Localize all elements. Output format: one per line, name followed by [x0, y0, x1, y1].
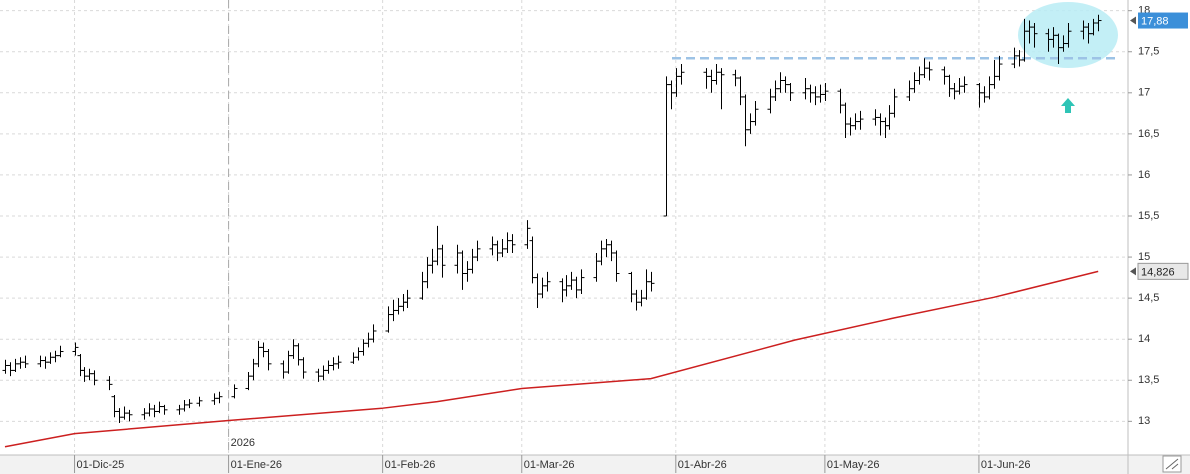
plot — [2, 14, 1118, 448]
x-tick-label: 01-Feb-26 — [385, 459, 436, 471]
y-tick-label: 14,5 — [1138, 292, 1159, 304]
x-tick-label: 01-Dic-25 — [77, 459, 125, 471]
moving-average-line — [4, 270, 1099, 448]
x-axis-band — [0, 455, 1190, 474]
x-tick-label: 01-Jun-26 — [981, 459, 1031, 471]
x-tick-label: 01-Mar-26 — [524, 459, 575, 471]
y-tick-label: 13 — [1138, 415, 1150, 427]
price-tag-pointer — [1130, 16, 1136, 25]
y-tick-label: 15 — [1138, 251, 1150, 263]
price-tag-label: 14,826 — [1141, 266, 1175, 278]
y-tick-label: 16 — [1138, 169, 1150, 181]
y-tick-label: 17 — [1138, 87, 1150, 99]
y-tick-label: 17,5 — [1138, 46, 1159, 58]
x-tick-label: 01-Ene-26 — [231, 459, 282, 471]
price-tag — [1138, 12, 1188, 29]
y-tick-label: 13,5 — [1138, 374, 1159, 386]
grid — [0, 0, 1128, 455]
price-tag-pointer — [1130, 267, 1136, 276]
y-tick-label: 16,5 — [1138, 128, 1159, 140]
y-tick-label: 14 — [1138, 333, 1150, 345]
year-label: 2026 — [231, 437, 255, 449]
up-arrow — [1061, 98, 1075, 113]
x-tick-label: 01-May-26 — [827, 459, 880, 471]
x-tick-label: 01-Abr-26 — [678, 459, 727, 471]
y-tick-label: 15,5 — [1138, 210, 1159, 222]
corner-icon — [1165, 458, 1179, 470]
axes: 1313,51414,51515,51616,51717,51801-Dic-2… — [74, 5, 1189, 473]
price-tag-label: 17,88 — [1141, 15, 1169, 27]
price-tag — [1137, 262, 1189, 280]
